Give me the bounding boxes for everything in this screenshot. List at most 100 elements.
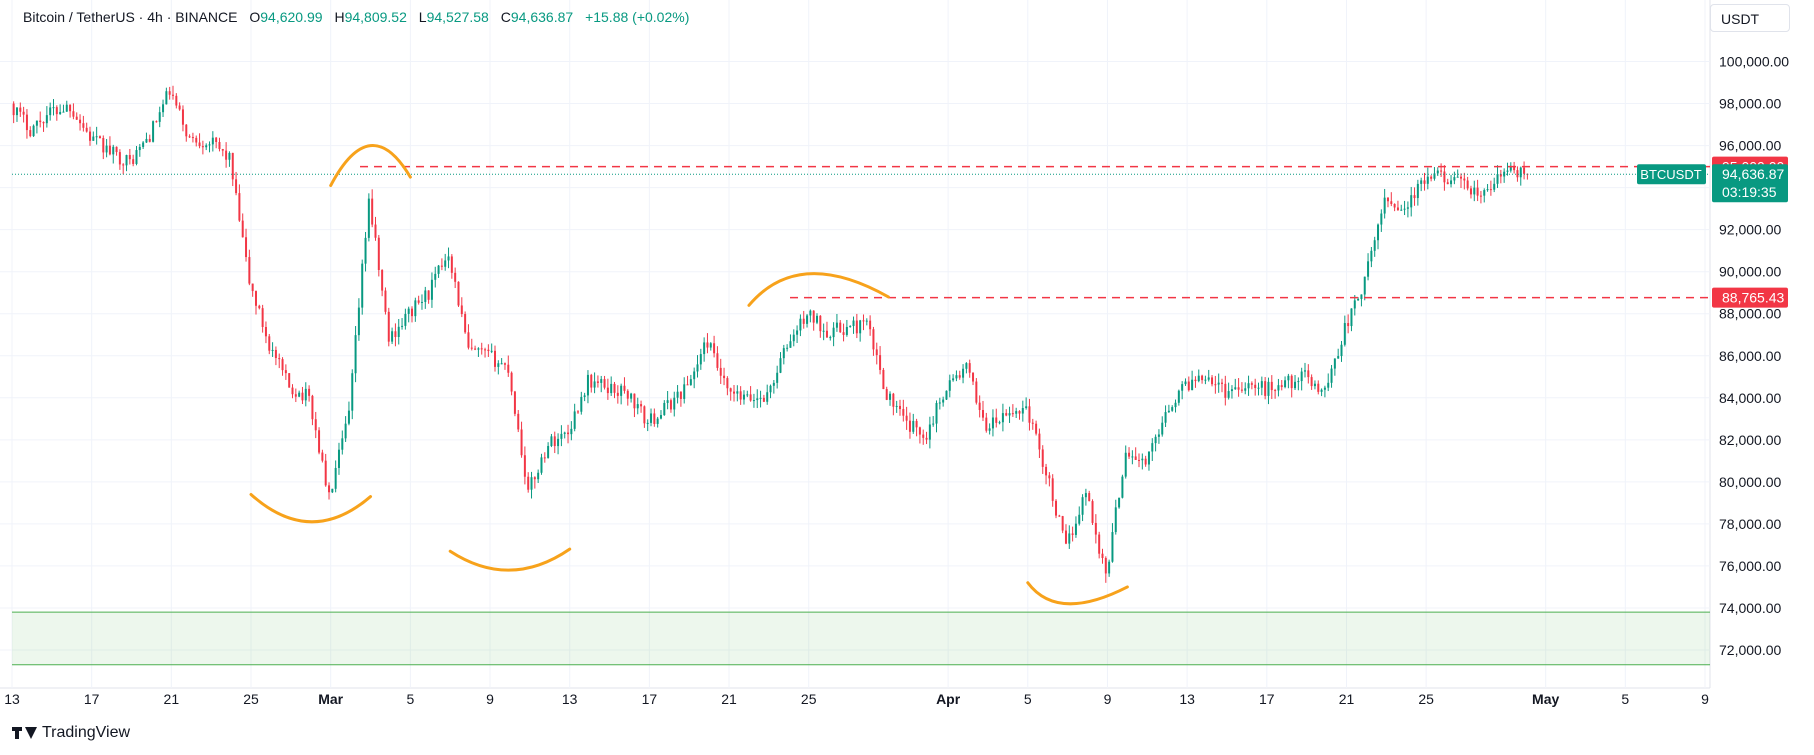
candle-body bbox=[1058, 515, 1061, 517]
candle-body bbox=[835, 322, 838, 328]
candle-body bbox=[125, 155, 128, 166]
candle-body bbox=[650, 413, 653, 423]
candle-body bbox=[1290, 375, 1293, 389]
candle-body bbox=[932, 423, 935, 425]
x-tick-label: 13 bbox=[4, 691, 20, 707]
candle-body bbox=[1224, 383, 1227, 398]
candle-body bbox=[437, 265, 440, 274]
candle-body bbox=[583, 395, 586, 397]
candle-body bbox=[1463, 178, 1466, 181]
candle-body bbox=[507, 364, 510, 373]
candle-body bbox=[1496, 174, 1499, 184]
candle-body bbox=[1031, 422, 1034, 424]
candle-body bbox=[819, 315, 822, 332]
candle-body bbox=[586, 374, 589, 396]
candle-body bbox=[885, 389, 888, 400]
candle-body bbox=[1171, 407, 1174, 411]
candle-body bbox=[1041, 449, 1044, 467]
candle-body bbox=[553, 436, 556, 447]
candle-body bbox=[168, 91, 171, 95]
candle-body bbox=[1373, 240, 1376, 251]
candle-body bbox=[460, 305, 463, 315]
y-tick-label: 100,000.00 bbox=[1719, 54, 1789, 70]
candle-body bbox=[474, 348, 477, 350]
candle-body bbox=[364, 237, 367, 264]
candle-body bbox=[1353, 300, 1356, 309]
candle-body bbox=[477, 348, 480, 350]
candle-body bbox=[1440, 170, 1443, 172]
currency-selector[interactable]: USDT bbox=[1710, 4, 1790, 32]
candle-body bbox=[503, 363, 506, 365]
candle-body bbox=[1154, 436, 1157, 444]
candle-body bbox=[394, 331, 397, 337]
candle-body bbox=[311, 395, 314, 420]
candle-body bbox=[547, 445, 550, 458]
candle-body bbox=[95, 136, 98, 138]
candle-body bbox=[1035, 423, 1038, 434]
candle-body bbox=[195, 137, 198, 143]
candle-body bbox=[79, 119, 82, 124]
candle-body bbox=[404, 313, 407, 326]
candle-body bbox=[1274, 390, 1277, 392]
x-tick-label: May bbox=[1532, 691, 1559, 707]
candle-body bbox=[494, 350, 497, 367]
candle-body bbox=[1489, 189, 1492, 191]
candle-body bbox=[1048, 475, 1051, 479]
candle-body bbox=[1446, 182, 1449, 185]
candle-body bbox=[1456, 176, 1459, 178]
candle-body bbox=[1294, 381, 1297, 389]
candle-body bbox=[769, 385, 772, 393]
candle-body bbox=[898, 405, 901, 410]
candle-body bbox=[1503, 171, 1506, 177]
candle-body bbox=[384, 290, 387, 312]
candle-body bbox=[1436, 170, 1439, 174]
tradingview-logo[interactable]: TradingView bbox=[12, 724, 130, 742]
candle-body bbox=[1055, 500, 1058, 516]
candle-body bbox=[733, 391, 736, 394]
candle-body bbox=[689, 379, 692, 385]
candle-body bbox=[869, 320, 872, 330]
candle-body bbox=[258, 305, 261, 309]
candle-body bbox=[487, 349, 490, 352]
candle-body bbox=[118, 152, 121, 165]
candle-body bbox=[663, 402, 666, 416]
candle-body bbox=[69, 104, 72, 112]
candle-body bbox=[1367, 261, 1370, 277]
y-tick-label: 88,000.00 bbox=[1719, 306, 1781, 322]
candle-body bbox=[1081, 497, 1084, 515]
symbol-tag[interactable]: BTCUSDT bbox=[1640, 167, 1701, 182]
candle-body bbox=[673, 397, 676, 410]
candle-body bbox=[1287, 375, 1290, 381]
candle-body bbox=[1393, 203, 1396, 208]
candle-body bbox=[440, 265, 443, 267]
symbol-title[interactable]: Bitcoin / TetherUS · 4h · BINANCE bbox=[23, 9, 238, 25]
candle-body bbox=[347, 410, 350, 424]
candle-body bbox=[497, 363, 500, 367]
time-axis[interactable]: 13 17 21 25 Mar 5 9 13 17 21 25 Apr 5 9 13 17 21 25 May 5 9 bbox=[4, 691, 1709, 707]
candle-body bbox=[401, 325, 404, 327]
candle-body bbox=[1516, 170, 1519, 178]
annotation-arc bbox=[329, 144, 412, 188]
candle-body bbox=[1307, 370, 1310, 378]
candle-body bbox=[908, 420, 911, 432]
candle-body bbox=[1479, 195, 1482, 197]
candle-body bbox=[304, 388, 307, 401]
candle-body bbox=[1423, 180, 1426, 184]
candle-body bbox=[414, 300, 417, 317]
candle-body bbox=[1101, 553, 1104, 559]
candle-body bbox=[1028, 406, 1031, 423]
candle-body bbox=[879, 355, 882, 370]
price-axis[interactable]: 100,000.0098,000.0096,000.0094,000.0092,… bbox=[1719, 54, 1789, 658]
candle-body bbox=[1108, 561, 1111, 574]
candle-body bbox=[1131, 456, 1134, 458]
candle-body bbox=[98, 136, 101, 138]
candle-body bbox=[593, 381, 596, 388]
candle-body bbox=[719, 367, 722, 376]
candle-body bbox=[739, 391, 742, 400]
candle-body bbox=[1513, 165, 1516, 171]
candle-body bbox=[261, 308, 264, 327]
candle-body bbox=[965, 363, 968, 369]
x-tick-label: 17 bbox=[642, 691, 658, 707]
candle-body bbox=[1061, 516, 1064, 531]
